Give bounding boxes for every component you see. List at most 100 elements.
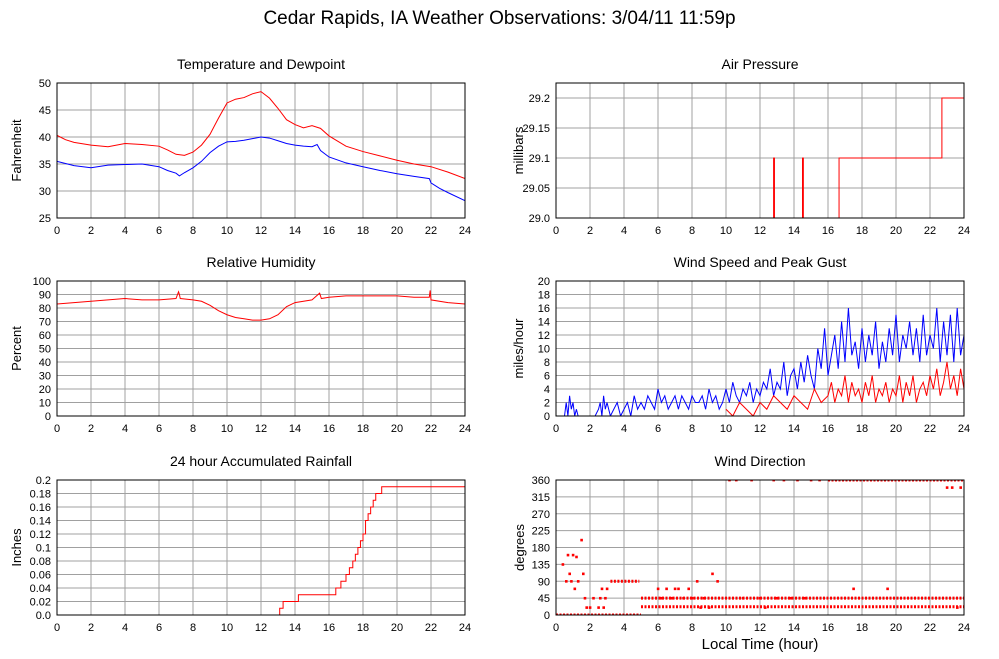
x-tick-label: 18 (357, 225, 369, 237)
x-tick-label: 12 (255, 423, 267, 435)
y-tick-label: 40 (39, 132, 51, 144)
x-tick-label: 8 (190, 225, 196, 237)
y-tick-label: 80 (39, 303, 51, 315)
x-axis-label: Local Time (hour) (702, 636, 819, 653)
x-tick-label: 20 (391, 225, 403, 237)
x-tick-label: 6 (655, 423, 661, 435)
x-tick-label: 16 (323, 423, 335, 435)
wind-direction-panel: 0 2 4 6 8 10 12 14 16 18 20 22 240459013518022527031… (512, 453, 970, 653)
plot-area (57, 486, 465, 615)
direction-point (796, 480, 799, 482)
direction-point (945, 486, 949, 489)
direction-point (660, 596, 663, 600)
y-axis-label: miles/hour (511, 318, 526, 379)
direction-point (789, 596, 792, 600)
x-tick-label: 10 (221, 423, 233, 435)
direction-point (570, 580, 573, 583)
x-tick-label: 0 (54, 622, 60, 634)
direction-point (707, 606, 711, 609)
direction-point (950, 486, 954, 489)
x-tick-label: 0 (553, 225, 559, 237)
plot-area (556, 97, 964, 218)
x-tick-label: 24 (459, 423, 471, 435)
x-tick-label: 14 (289, 622, 301, 634)
direction-point (588, 606, 592, 609)
series-line-1 (725, 361, 964, 416)
plot-frame (555, 479, 965, 616)
x-tick-label: 16 (822, 622, 834, 634)
direction-point (735, 480, 738, 482)
air-pressure-panel: 0 2 4 6 8 10 12 14 16 18 20 22 2429.029.0529.129.152… (511, 56, 970, 237)
direction-point (690, 596, 694, 600)
x-tick-label: 14 (788, 423, 800, 435)
direction-point (566, 553, 570, 557)
y-tick-label: 25 (39, 213, 51, 225)
x-tick-label: 2 (88, 423, 94, 435)
y-tick-label: 90 (39, 290, 51, 302)
y-tick-label: 0.18 (30, 489, 51, 501)
x-tick-label: 4 (621, 423, 627, 435)
x-tick-label: 8 (689, 622, 695, 634)
direction-point (711, 572, 714, 576)
x-tick-label: 22 (425, 622, 437, 634)
direction-point (582, 572, 585, 576)
direction-point (728, 480, 731, 482)
x-tick-label: 0 (553, 423, 559, 435)
plot-frame (555, 82, 965, 219)
direction-point (772, 480, 775, 482)
panel-title: Relative Humidity (207, 254, 316, 270)
x-tick-label: 16 (323, 225, 335, 237)
x-tick-label: 4 (621, 225, 627, 237)
plot-area (57, 91, 465, 202)
direction-point (656, 587, 660, 591)
x-tick-label: 24 (958, 622, 970, 634)
y-tick-label: 0 (45, 411, 51, 423)
panel-title: Air Pressure (721, 56, 798, 72)
x-tick-label: 22 (425, 225, 437, 237)
x-tick-label: 6 (156, 225, 162, 237)
x-tick-label: 6 (156, 622, 162, 634)
y-tick-label: 50 (39, 78, 51, 90)
x-tick-label: 4 (122, 423, 128, 435)
y-tick-label: 35 (39, 159, 51, 171)
x-tick-label: 24 (459, 225, 471, 237)
plot-area (556, 480, 964, 615)
x-tick-label: 4 (621, 622, 627, 634)
y-tick-label: 45 (538, 593, 550, 605)
x-tick-label: 10 (720, 423, 732, 435)
x-tick-label: 18 (856, 423, 868, 435)
y-tick-label: 100 (33, 276, 51, 288)
x-tick-label: 2 (587, 622, 593, 634)
direction-point (600, 587, 604, 591)
y-tick-label: 0.1 (36, 543, 51, 555)
x-tick-label: 12 (255, 622, 267, 634)
series-line-0 (57, 290, 465, 321)
panel-title: Temperature and Dewpoint (177, 56, 345, 72)
y-tick-label: 180 (532, 543, 550, 555)
plot-frame (56, 82, 466, 219)
x-tick-label: 16 (822, 225, 834, 237)
x-tick-label: 6 (655, 225, 661, 237)
y-tick-label: 4 (544, 384, 550, 396)
main-title: Cedar Rapids, IA Weather Observations: 3… (263, 8, 736, 29)
y-tick-label: 29.1 (529, 153, 550, 165)
x-tick-label: 8 (689, 225, 695, 237)
direction-point (809, 480, 813, 482)
direction-point (695, 580, 699, 583)
x-tick-label: 18 (357, 423, 369, 435)
y-tick-label: 18 (538, 290, 550, 302)
x-tick-label: 2 (88, 622, 94, 634)
plot-area (57, 290, 465, 321)
y-tick-label: 0.2 (36, 475, 51, 487)
x-tick-label: 24 (958, 225, 970, 237)
plot-frame (56, 479, 466, 616)
x-tick-label: 22 (924, 423, 936, 435)
y-tick-label: 0.02 (30, 597, 51, 609)
direction-point (741, 596, 745, 600)
direction-point (682, 596, 685, 600)
x-tick-label: 8 (190, 622, 196, 634)
y-tick-label: 40 (39, 357, 51, 369)
x-tick-label: 22 (924, 225, 936, 237)
direction-point (677, 587, 680, 591)
x-tick-label: 16 (822, 423, 834, 435)
